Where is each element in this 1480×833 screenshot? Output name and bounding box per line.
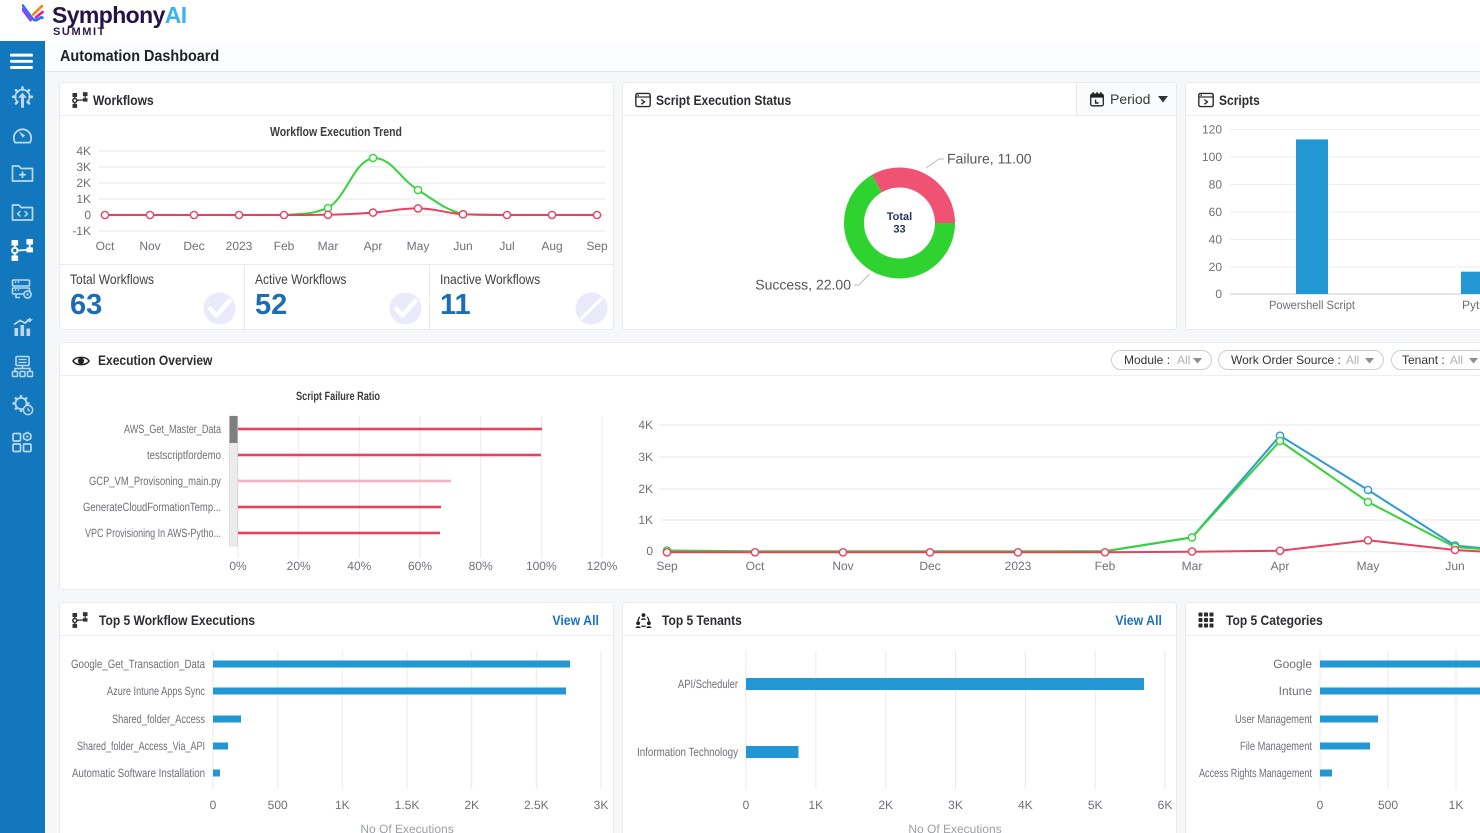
svg-text:Powershell Script: Powershell Script [1269,298,1356,312]
svg-text:0: 0 [1215,287,1222,301]
svg-text:3K: 3K [76,160,91,174]
svg-text:-1K: -1K [72,224,91,238]
svg-text:Google_Get_Transaction_Data: Google_Get_Transaction_Data [71,657,205,671]
svg-text:2.5K: 2.5K [524,798,549,812]
svg-text:0: 0 [84,208,91,222]
svg-text:3K: 3K [638,450,653,464]
svg-text:3K: 3K [948,798,963,812]
svg-text:Nov: Nov [139,239,160,253]
svg-text:Google: Google [1273,657,1312,671]
svg-text:80%: 80% [469,559,493,573]
svg-text:VPC Provisioning In AWS-Pytho.: VPC Provisioning In AWS-Pytho... [85,526,221,540]
svg-text:Intune: Intune [1279,684,1313,698]
svg-text:2K: 2K [76,176,91,190]
svg-text:Jul: Jul [499,239,514,253]
svg-text:Apr: Apr [364,239,383,253]
svg-text:Feb: Feb [1095,559,1116,573]
svg-text:2K: 2K [638,482,653,496]
svg-text:No Of Executions: No Of Executions [908,822,1001,833]
svg-text:500: 500 [268,798,288,812]
svg-text:Workflow Execution Trend: Workflow Execution Trend [270,124,402,139]
svg-text:GCP_VM_Provisoning_main.py: GCP_VM_Provisoning_main.py [89,474,221,488]
svg-text:1.5K: 1.5K [395,798,420,812]
svg-text:2K: 2K [464,798,479,812]
svg-text:Success, 22.00: Success, 22.00 [755,277,851,293]
svg-text:1K: 1K [76,192,91,206]
svg-text:Jun: Jun [453,239,472,253]
svg-text:20: 20 [1209,260,1223,274]
svg-text:3K: 3K [594,798,609,812]
svg-text:Feb: Feb [274,239,295,253]
svg-text:4K: 4K [1018,798,1033,812]
svg-text:Sep: Sep [586,239,608,253]
svg-text:Dec: Dec [919,559,940,573]
svg-text:Failure, 11.00: Failure, 11.00 [947,151,1032,167]
svg-text:0: 0 [210,798,217,812]
svg-text:API/Scheduler: API/Scheduler [678,677,738,691]
svg-text:2K: 2K [878,798,893,812]
svg-text:80: 80 [1209,178,1223,192]
svg-text:Access Rights Management: Access Rights Management [1199,766,1313,780]
svg-text:Sep: Sep [656,559,678,573]
svg-text:Shared_folder_Access: Shared_folder_Access [112,712,205,726]
svg-text:100: 100 [1202,150,1222,164]
svg-text:Oct: Oct [96,239,115,253]
svg-text:Automatic Software Installatio: Automatic Software Installation [72,766,205,780]
svg-text:Mar: Mar [318,239,339,253]
svg-text:500: 500 [1378,798,1398,812]
svg-text:4K: 4K [638,418,653,432]
svg-text:Aug: Aug [541,239,562,253]
svg-text:120%: 120% [587,559,618,573]
svg-text:1K: 1K [335,798,350,812]
svg-text:40: 40 [1209,233,1223,247]
svg-text:Total: Total [887,211,912,223]
svg-text:60%: 60% [408,559,432,573]
svg-text:2023: 2023 [1005,559,1032,573]
svg-text:May: May [1357,559,1380,573]
svg-text:Mar: Mar [1182,559,1203,573]
svg-text:120: 120 [1202,123,1222,137]
svg-text:Script Failure Ratio: Script Failure Ratio [296,389,380,403]
svg-text:4K: 4K [76,144,91,158]
svg-text:0: 0 [743,798,750,812]
svg-text:Dec: Dec [183,239,204,253]
svg-text:0%: 0% [229,559,247,573]
svg-text:1K: 1K [808,798,823,812]
svg-text:6K: 6K [1158,798,1173,812]
svg-text:Python Script: Python Script [1462,298,1480,312]
svg-text:Shared_folder_Access_Via_API: Shared_folder_Access_Via_API [77,739,205,753]
svg-text:File Management: File Management [1240,739,1313,753]
svg-text:Azure Intune Apps Sync: Azure Intune Apps Sync [107,684,205,698]
svg-text:GenerateCloudFormationTemp...: GenerateCloudFormationTemp... [83,500,221,514]
svg-text:5K: 5K [1088,798,1103,812]
svg-text:100%: 100% [526,559,557,573]
svg-text:1K: 1K [638,513,653,527]
svg-text:Oct: Oct [746,559,765,573]
svg-text:Jun: Jun [1445,559,1464,573]
svg-text:0: 0 [646,544,653,558]
svg-text:Information Technology: Information Technology [637,745,738,759]
svg-text:2023: 2023 [226,239,253,253]
svg-text:testscriptfordemo: testscriptfordemo [147,448,221,462]
svg-text:20%: 20% [287,559,311,573]
svg-text:No Of Executions: No Of Executions [360,822,453,833]
svg-text:0: 0 [1317,798,1324,812]
svg-text:33: 33 [893,224,905,236]
svg-text:User Management: User Management [1235,712,1313,726]
svg-text:40%: 40% [347,559,371,573]
svg-text:May: May [407,239,430,253]
svg-text:Nov: Nov [832,559,853,573]
svg-text:AWS_Get_Master_Data: AWS_Get_Master_Data [124,422,221,436]
svg-text:1K: 1K [1449,798,1464,812]
svg-text:Apr: Apr [1271,559,1290,573]
svg-text:60: 60 [1209,205,1223,219]
